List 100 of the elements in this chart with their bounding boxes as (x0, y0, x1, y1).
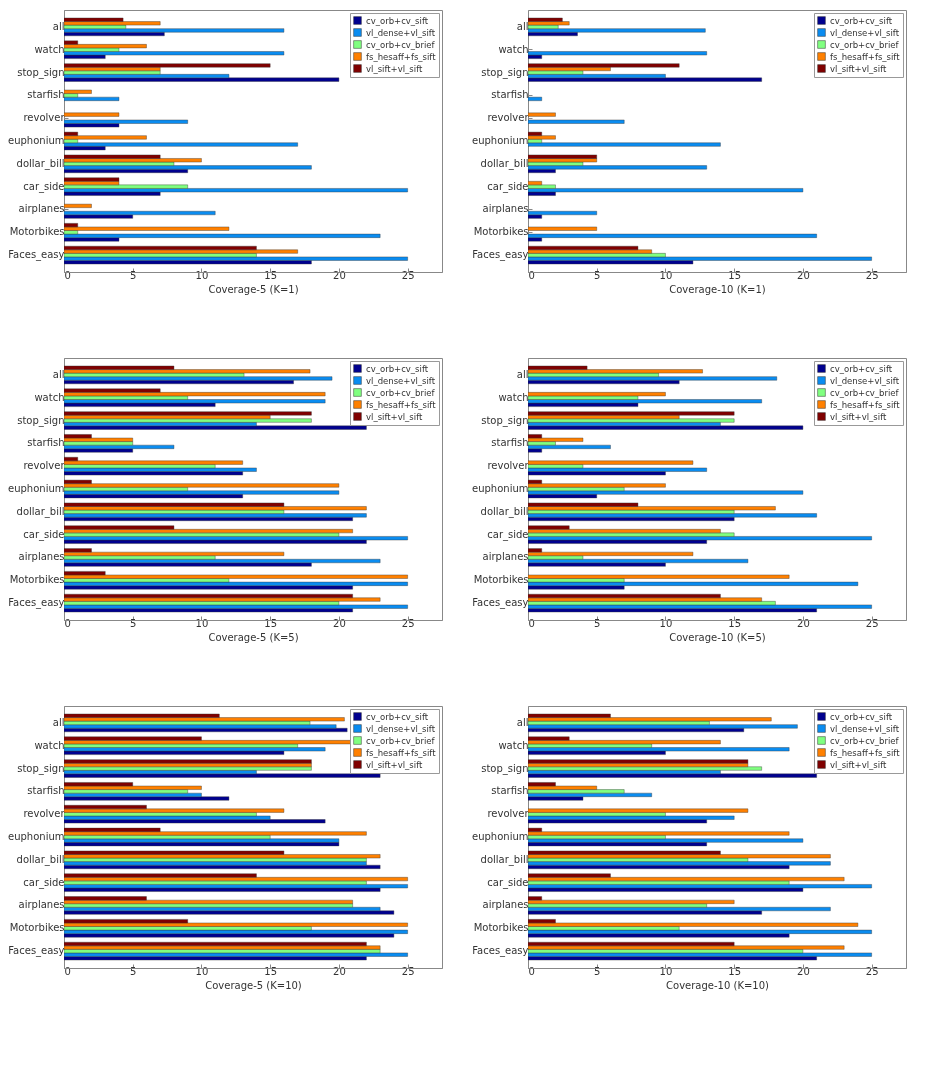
bar (528, 815, 735, 820)
y-tick-label: airplanes (482, 899, 529, 911)
bar (528, 226, 597, 231)
legend-label: vl_dense+vl_sift (366, 27, 436, 38)
y-tick-label: watch (34, 391, 65, 403)
bar (64, 411, 312, 416)
bar (528, 256, 872, 261)
bar (64, 63, 271, 68)
bar (64, 21, 161, 26)
bar (64, 233, 381, 238)
y-tick-label: starfish (491, 785, 529, 797)
bar (64, 854, 381, 859)
y-tick-label: stop_sign (481, 66, 529, 79)
y-tick-label: watch (498, 391, 529, 403)
bar (528, 831, 790, 836)
y-tick-label: all (52, 716, 65, 728)
y-tick-label: car_side (487, 180, 529, 193)
y-tick-label: Motorbikes (473, 574, 529, 586)
legend-label: vl_dense+vl_sift (830, 27, 900, 38)
y-tick-label: all (516, 20, 529, 32)
y-tick-label: euphonium (8, 831, 65, 842)
legend-label: cv_orb+cv_brief (830, 735, 900, 746)
y-tick-label: Faces_easy (8, 945, 65, 958)
bar (528, 490, 804, 495)
bar (528, 724, 798, 729)
y-tick-label: euphonium (472, 135, 529, 146)
bar (528, 740, 721, 745)
y-tick-label: Motorbikes (473, 226, 529, 238)
bar (64, 884, 408, 889)
bar (64, 747, 326, 752)
bar (528, 63, 680, 68)
bar (528, 437, 584, 442)
bar (528, 877, 845, 882)
y-tick-label: car_side (23, 876, 65, 889)
y-tick-label: stop_sign (17, 66, 65, 79)
bar (64, 89, 92, 94)
bar (528, 233, 817, 238)
y-tick-label: Faces_easy (472, 945, 529, 958)
x-axis-title: Coverage-5 (K=5) (208, 631, 299, 643)
bar (64, 717, 345, 722)
bar (64, 831, 367, 836)
bar (528, 399, 762, 404)
bar (528, 460, 694, 465)
y-tick-label: dollar_bill (16, 157, 65, 170)
y-tick-label: Motorbikes (9, 922, 65, 934)
legend-label: vl_sift+vl_sift (366, 759, 423, 770)
bar (528, 922, 859, 927)
bar (528, 135, 556, 140)
y-tick-label: revolver (23, 460, 66, 472)
bar (64, 188, 408, 193)
bar (64, 574, 408, 579)
y-tick-label: airplanes (482, 551, 529, 563)
bar (528, 21, 570, 26)
bar (64, 922, 408, 927)
bar (528, 899, 735, 904)
bar (528, 369, 703, 374)
bar (64, 437, 133, 442)
y-tick-label: revolver (487, 808, 530, 820)
y-tick-label: revolver (487, 112, 530, 124)
bar (64, 460, 243, 465)
bar (64, 597, 381, 602)
y-tick-label: dollar_bill (16, 853, 65, 866)
bar (528, 467, 707, 472)
y-tick-label: dollar_bill (480, 505, 529, 518)
y-tick-label: car_side (487, 876, 529, 889)
bar (64, 819, 326, 824)
bar (64, 842, 340, 847)
y-tick-label: starfish (491, 89, 529, 101)
bar (64, 877, 408, 882)
y-tick-label: starfish (27, 437, 65, 449)
y-tick-label: stop_sign (17, 762, 65, 775)
y-tick-label: starfish (491, 437, 529, 449)
bar (528, 559, 749, 564)
bar (64, 249, 298, 254)
y-tick-label: airplanes (18, 203, 65, 215)
bar (64, 773, 381, 778)
bar (528, 854, 831, 859)
legend-label: cv_orb+cv_brief (366, 39, 436, 50)
bar (64, 513, 367, 518)
bar (528, 51, 707, 56)
y-tick-label: euphonium (8, 483, 65, 494)
bar (64, 28, 285, 33)
legend-label: fs_hesaff+fs_sift (830, 747, 901, 758)
bar (64, 165, 312, 170)
y-tick-label: watch (34, 739, 65, 751)
legend-label: vl_sift+vl_sift (830, 411, 887, 422)
y-tick-label: revolver (23, 808, 66, 820)
legend-label: vl_sift+vl_sift (830, 63, 887, 74)
bar (64, 899, 353, 904)
y-tick-label: dollar_bill (480, 853, 529, 866)
y-tick-label: euphonium (472, 483, 529, 494)
bar (64, 581, 408, 586)
bar (64, 177, 120, 182)
bar (64, 529, 353, 534)
bar (528, 717, 772, 722)
x-axis-title: Coverage-10 (K=5) (669, 631, 766, 643)
bar (64, 142, 298, 147)
legend-label: fs_hesaff+fs_sift (830, 399, 901, 410)
y-tick-label: Faces_easy (8, 249, 65, 262)
y-tick-label: Motorbikes (9, 574, 65, 586)
